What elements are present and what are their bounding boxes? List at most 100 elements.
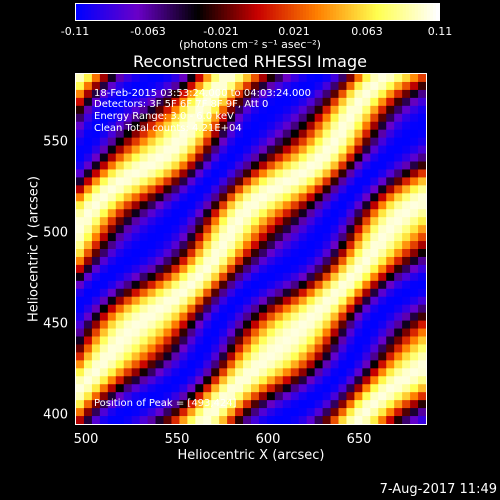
heatmap-cell	[386, 320, 395, 330]
heatmap-cell	[171, 201, 180, 210]
heatmap-cell	[370, 209, 379, 218]
heatmap-cell	[298, 161, 308, 170]
heatmap-cell	[99, 320, 109, 330]
heatmap-cell	[251, 74, 260, 83]
heatmap-cell	[195, 384, 204, 393]
heatmap-cell	[107, 233, 117, 242]
heatmap-cell	[115, 137, 125, 147]
heatmap-cell	[179, 105, 188, 115]
heatmap-cell	[274, 185, 284, 194]
heatmap-cell	[370, 233, 379, 242]
heatmap-cell	[187, 129, 196, 139]
heatmap-cell	[378, 328, 387, 337]
heatmap-cell	[394, 169, 403, 178]
heatmap-cell	[107, 312, 117, 322]
heatmap-cell	[139, 233, 149, 242]
heatmap-cell	[235, 209, 244, 218]
colorbar-segment	[360, 4, 364, 20]
heatmap-cell	[235, 352, 244, 361]
heatmap-cell	[227, 392, 236, 401]
heatmap-cell	[410, 233, 419, 242]
heatmap-cell	[274, 336, 284, 345]
heatmap-cell	[290, 74, 300, 83]
heatmap-cell	[338, 360, 347, 369]
heatmap-cell	[155, 336, 164, 345]
heatmap-cell	[115, 256, 125, 266]
heatmap-cell	[243, 328, 252, 337]
heatmap-cell	[219, 280, 228, 290]
heatmap-cell	[266, 97, 276, 107]
heatmap-cell	[227, 177, 236, 186]
heatmap-cell	[370, 105, 379, 115]
heatmap-cell	[211, 201, 220, 210]
heatmap-cell	[243, 121, 252, 131]
heatmap-cell	[139, 209, 149, 218]
heatmap-cell	[211, 312, 220, 322]
colorbar-segment	[251, 4, 256, 20]
heatmap-cell	[330, 113, 339, 123]
heatmap-cell	[298, 320, 308, 330]
heatmap-cell	[298, 145, 308, 155]
heatmap-cell	[282, 344, 292, 353]
heatmap-cell	[298, 416, 308, 424]
heatmap-cell	[195, 121, 204, 131]
heatmap-cell	[115, 400, 125, 409]
heatmap-cell	[322, 280, 332, 290]
heatmap-cell	[115, 368, 125, 377]
heatmap-cell	[251, 256, 260, 266]
heatmap-cell	[394, 137, 403, 147]
heatmap-cell	[386, 384, 395, 393]
heatmap-cell	[171, 400, 180, 409]
heatmap-cell	[314, 89, 324, 99]
heatmap-cell	[330, 233, 339, 242]
heatmap-cell	[370, 352, 379, 361]
heatmap-cell	[139, 280, 149, 290]
heatmap-cell	[394, 249, 403, 258]
heatmap-cell	[219, 89, 228, 99]
heatmap-cell	[394, 400, 403, 409]
heatmap-cell	[123, 217, 133, 226]
heatmap-cell	[362, 328, 371, 337]
heatmap-cell	[243, 384, 252, 393]
heatmap-cell	[394, 145, 403, 155]
heatmap-cell	[155, 161, 164, 170]
heatmap-cell	[322, 225, 332, 234]
heatmap-cell	[235, 384, 244, 393]
heatmap-cell	[274, 137, 284, 147]
heatmap-cell	[76, 137, 85, 147]
heatmap-cell	[314, 169, 324, 178]
heatmap-cell	[76, 344, 85, 353]
heatmap-cell	[274, 384, 284, 393]
heatmap-cell	[131, 121, 141, 131]
heatmap-cell	[211, 296, 220, 306]
heatmap-cell	[370, 145, 379, 155]
heatmap-cell	[322, 217, 332, 226]
heatmap-cell	[123, 280, 133, 290]
heatmap-cell	[171, 121, 180, 131]
heatmap-cell	[227, 336, 236, 345]
heatmap-cell	[219, 241, 228, 250]
heatmap-cell	[155, 137, 164, 147]
heatmap-cell	[227, 328, 236, 337]
heatmap-cell	[155, 209, 164, 218]
heatmap-cell	[99, 217, 109, 226]
heatmap-cell	[306, 280, 316, 290]
colorbar-segment	[357, 4, 361, 20]
heatmap-cell	[258, 217, 268, 226]
heatmap-cell	[282, 416, 292, 424]
heatmap-cell	[99, 352, 109, 361]
heatmap-cell	[115, 272, 125, 282]
heatmap-cell	[266, 336, 276, 345]
heatmap-cell	[131, 376, 141, 385]
heatmap-cell	[163, 256, 172, 266]
heatmap-cell	[266, 193, 276, 202]
heatmap-cell	[91, 392, 101, 401]
colorbar-segment	[275, 4, 280, 20]
y-axis-label: Heliocentric Y (arcsec)	[26, 176, 42, 322]
heatmap-cell	[394, 74, 403, 83]
heatmap-cell	[394, 360, 403, 369]
heatmap-cell	[266, 153, 276, 162]
heatmap-cell	[282, 352, 292, 361]
heatmap-cell	[282, 384, 292, 393]
heatmap-cell	[290, 201, 300, 210]
